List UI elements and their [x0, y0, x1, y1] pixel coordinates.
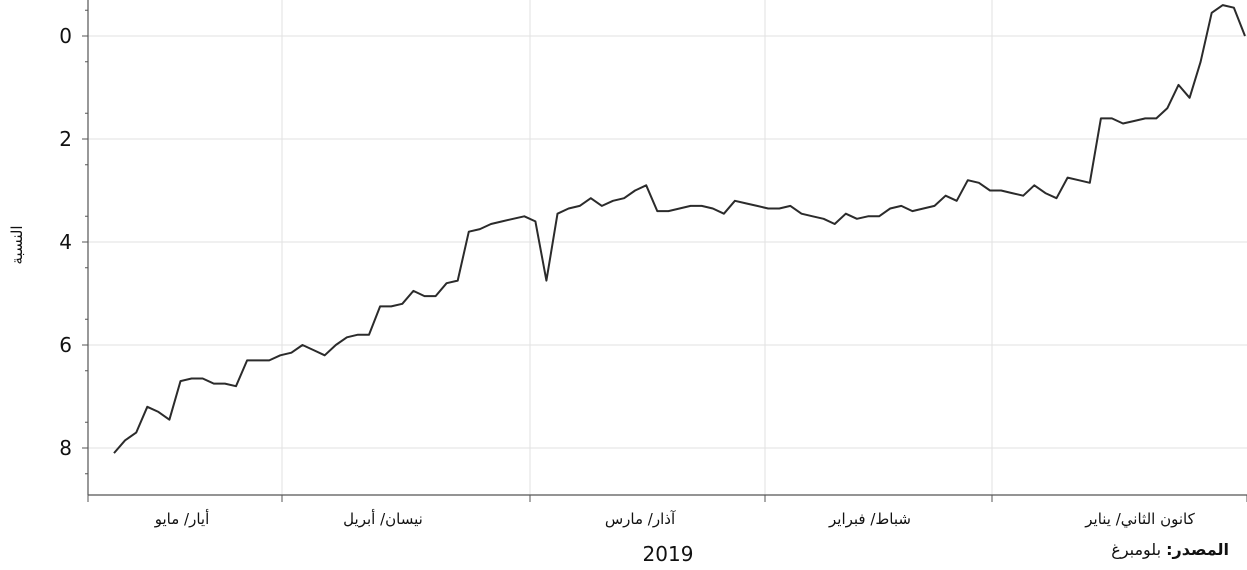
axes	[87, 0, 1247, 502]
x-axis-year-label: 2019	[643, 542, 694, 566]
x-tick-label: أيار/ مايو	[154, 509, 210, 528]
y-axis-ticks: 0 2 4 6 8	[59, 9, 88, 475]
y-tick-label: 0	[59, 24, 72, 48]
x-tick-label: شباط/ فبراير	[828, 510, 911, 528]
series-line	[113, 4, 1246, 454]
source-value: بلومبرغ	[1111, 540, 1162, 559]
x-axis-month-labels: أيار/ مايو نيسان/ أبريل آذار/ مارس شباط/ فب…	[154, 509, 1196, 529]
source-note: المصدر: بلومبرغ	[1111, 540, 1229, 559]
x-tick-label: نيسان/ أبريل	[343, 509, 423, 528]
x-tick-label: كانون الثاني/ يناير	[1084, 510, 1195, 529]
source-label: المصدر:	[1166, 540, 1229, 559]
y-tick-label: 8	[59, 436, 72, 460]
y-tick-label: 2	[59, 127, 72, 151]
y-tick-label: 6	[59, 333, 72, 357]
y-axis-label: النسبة	[8, 225, 26, 264]
y-tick-label: 4	[59, 230, 72, 254]
grid-lines	[88, 0, 1247, 495]
x-tick-label: آذار/ مارس	[605, 510, 676, 528]
